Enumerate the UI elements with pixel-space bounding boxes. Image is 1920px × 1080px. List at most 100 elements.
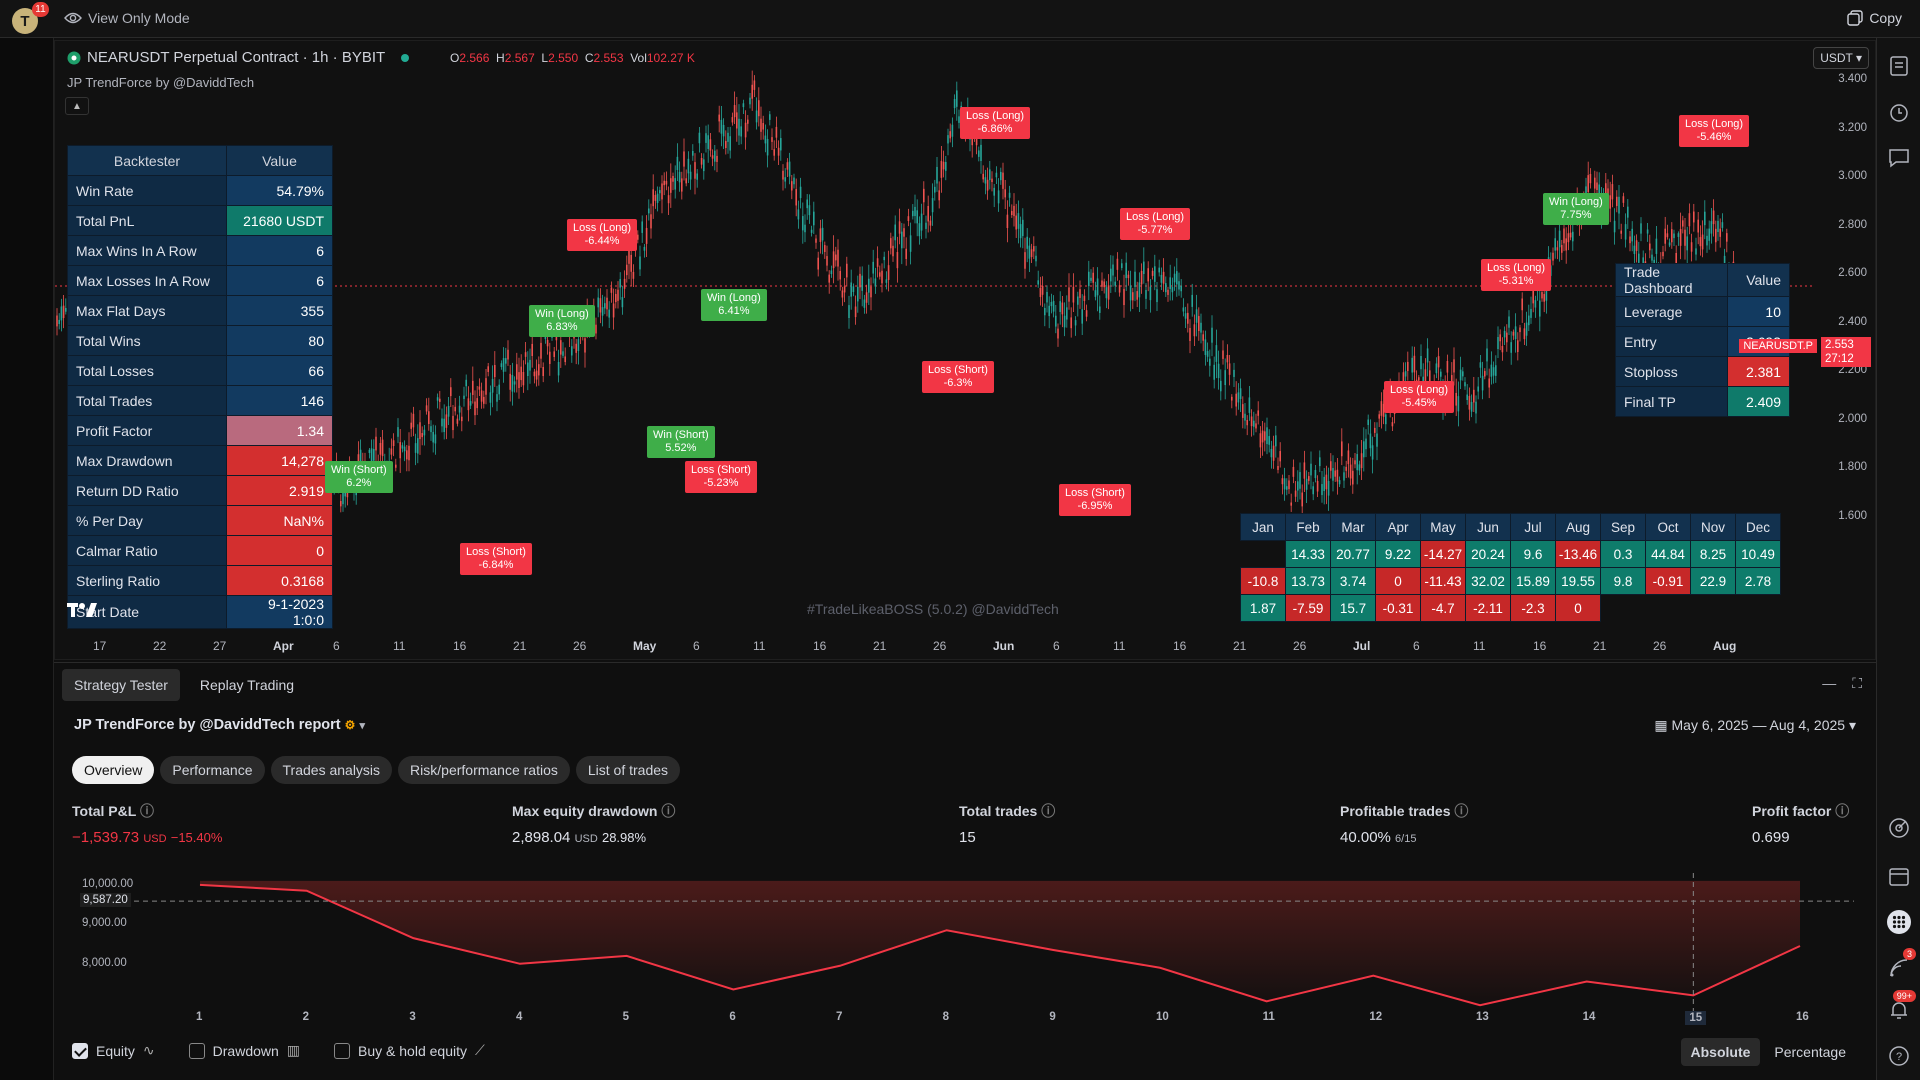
minimize-icon[interactable]: —: [1822, 675, 1837, 691]
candle-body: [742, 103, 745, 108]
copy-button[interactable]: Copy: [1847, 10, 1902, 26]
candle-body: [1455, 392, 1457, 406]
month-header: Mar: [1330, 513, 1376, 541]
subtab-risk-ratios[interactable]: Risk/performance ratios: [398, 756, 570, 784]
candle-body: [65, 307, 67, 312]
candle-body: [674, 178, 676, 190]
info-icon[interactable]: ⓘ: [139, 803, 154, 819]
candle-body: [1092, 272, 1094, 283]
percentage-toggle[interactable]: Percentage: [1774, 1044, 1846, 1060]
subtab-overview[interactable]: Overview: [72, 756, 155, 784]
legend-equity[interactable]: Equity ∿: [72, 1042, 155, 1059]
candle-body: [786, 162, 789, 170]
bell-icon[interactable]: [1887, 998, 1911, 1022]
bt-key: Total Losses: [67, 355, 227, 386]
candle-body: [392, 440, 395, 447]
candle-body: [480, 390, 483, 402]
metric-value: 2,898.04: [512, 829, 571, 846]
candle-body: [1121, 263, 1123, 268]
apps-grid-icon[interactable]: [1887, 910, 1911, 934]
candle-body: [1211, 327, 1213, 343]
tab-strategy-tester[interactable]: Strategy Tester: [62, 669, 180, 701]
candle-body: [1151, 270, 1154, 276]
drawdown-checkbox[interactable]: [188, 1042, 205, 1059]
time-axis[interactable]: 17 22 27 Apr 6 11 16 21 26 May 6 11 16 21 26 Jun 6 11 16 21…: [55, 635, 1819, 659]
maximize-icon[interactable]: ⛶: [1852, 675, 1862, 691]
time-tick-label: 26: [933, 639, 947, 653]
metric-label: Total trades: [959, 803, 1038, 819]
candle-body: [1261, 430, 1264, 443]
equity-chart[interactable]: [54, 873, 1876, 1033]
info-icon[interactable]: ⓘ: [661, 803, 676, 819]
chat-icon[interactable]: [1887, 146, 1911, 170]
equity-checkbox[interactable]: [72, 1042, 88, 1059]
date-range-picker[interactable]: ▦ May 6, 2025 — Aug 4, 2025 ▾: [1654, 717, 1856, 733]
watchlist-icon[interactable]: [1887, 54, 1911, 78]
candle-body: [1679, 229, 1682, 246]
candle-body: [692, 150, 694, 156]
svg-text:?: ?: [1896, 1051, 1902, 1063]
trade-label-pct: -6.95%: [1077, 500, 1113, 512]
equity-x-label: 11: [1262, 1011, 1275, 1023]
strategy-settings-icon[interactable]: ⚙: [344, 718, 356, 732]
candle-body: [1543, 294, 1545, 302]
candle-body: [771, 137, 773, 142]
candle-body: [883, 256, 885, 261]
candle-body: [472, 380, 474, 395]
tab-replay-trading[interactable]: Replay Trading: [199, 677, 295, 693]
signal-icon[interactable]: [1887, 956, 1911, 980]
right-toolbar: 3 99+ ?: [1876, 38, 1920, 1080]
subtab-list-of-trades[interactable]: List of trades: [575, 756, 681, 784]
chart-symbol-title[interactable]: NEARUSDT Perpetual Contract · 1h · BYBIT: [67, 49, 410, 66]
candle-body: [1651, 254, 1653, 261]
eye-icon: [64, 12, 82, 24]
candle-body: [1673, 233, 1675, 239]
candle-body: [562, 351, 564, 356]
candle-body: [417, 438, 419, 454]
subtab-trades-analysis[interactable]: Trades analysis: [270, 756, 393, 784]
candle-body: [597, 297, 599, 308]
candle-body: [1380, 401, 1383, 416]
price-axis[interactable]: 3.400 3.200 3.000 2.800 2.600 2.400 2.200 2.000…: [1817, 41, 1875, 659]
candle-body: [1365, 438, 1367, 450]
currency-select[interactable]: USDT ▾: [1813, 47, 1869, 69]
info-icon[interactable]: ⓘ: [1041, 803, 1056, 819]
trade-label-title: Win (Short): [331, 464, 387, 476]
candle-body: [494, 365, 496, 378]
report-title[interactable]: JP TrendForce by @DaviddTech report ⚙ ▾: [74, 717, 365, 733]
candle-body: [687, 158, 690, 174]
trade-label-title: Loss (Short): [1065, 487, 1125, 499]
candle-body: [498, 384, 500, 395]
candle-body: [656, 193, 659, 203]
chevron-down-icon[interactable]: ▾: [359, 720, 365, 732]
legend-drawdown[interactable]: Drawdown ▥: [188, 1042, 300, 1059]
info-icon[interactable]: ⓘ: [1454, 803, 1469, 819]
candle-body: [1242, 404, 1244, 418]
absolute-toggle[interactable]: Absolute: [1680, 1038, 1761, 1066]
metric-label: Total P&L: [72, 803, 137, 819]
bt-key: Max Drawdown: [67, 445, 227, 476]
candle-body: [854, 306, 857, 318]
collapse-indicators-button[interactable]: ▲: [65, 97, 89, 115]
time-tick-label: 26: [1293, 639, 1307, 653]
bt-key: Total Trades: [67, 385, 227, 416]
candle-body: [1404, 371, 1407, 377]
indicator-name[interactable]: JP TrendForce by @DaviddTech: [67, 75, 255, 90]
legend-buyhold[interactable]: Buy & hold equity ⟋: [334, 1042, 485, 1059]
help-icon[interactable]: ?: [1887, 1044, 1911, 1068]
buyhold-checkbox[interactable]: [334, 1042, 351, 1059]
candle-body: [1101, 280, 1103, 287]
info-icon[interactable]: ⓘ: [1835, 803, 1850, 819]
bt-value: 146: [226, 385, 333, 416]
candle-body: [491, 378, 494, 393]
candle-body: [984, 177, 987, 184]
candle-body: [1215, 345, 1218, 362]
price-chart[interactable]: NEARUSDT Perpetual Contract · 1h · BYBIT…: [54, 40, 1876, 660]
month-header: Oct: [1645, 513, 1691, 541]
target-icon[interactable]: [1887, 816, 1911, 840]
subtab-performance[interactable]: Performance: [160, 756, 265, 784]
candle-body: [1704, 211, 1706, 226]
candle-body: [474, 401, 476, 416]
calendar-icon[interactable]: [1887, 864, 1911, 888]
alarm-clock-icon[interactable]: [1887, 100, 1911, 124]
